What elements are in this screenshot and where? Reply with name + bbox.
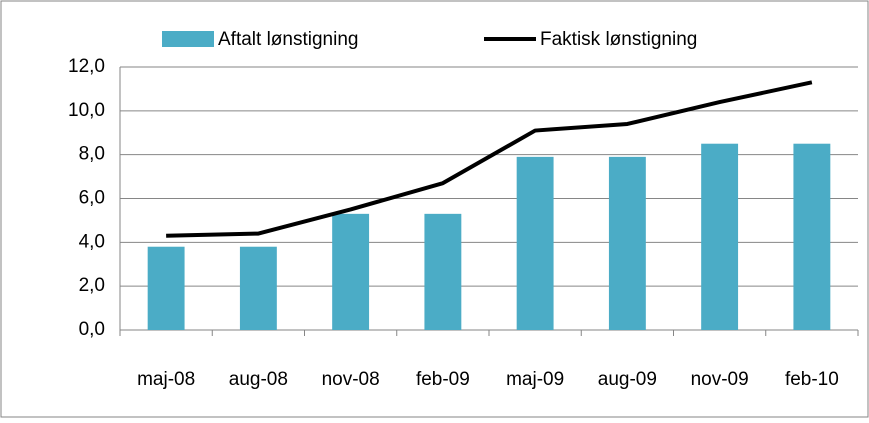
y-tick-label: 12,0 [68,56,105,77]
bar [424,213,462,330]
x-tick-label: maj-09 [506,369,564,390]
x-tick-label: aug-09 [598,369,657,390]
y-tick-label: 10,0 [68,100,105,121]
y-tick-label: 0,0 [79,319,105,340]
x-tick-label: nov-08 [322,369,380,390]
legend-label: Aftalt lønstigning [218,29,358,50]
x-tick-label: feb-10 [785,369,839,390]
bar [332,213,370,330]
line [166,80,813,238]
y-tick-label: 8,0 [79,144,105,165]
bar [239,246,277,330]
bar [147,246,185,330]
y-tick-label: 4,0 [79,231,105,252]
bar [516,156,554,330]
bar [701,143,739,330]
x-tick-label: aug-08 [229,369,288,390]
legend-swatch [162,31,214,47]
bar [608,156,646,330]
bar [793,143,831,330]
legend-label: Faktisk lønstigning [540,29,697,50]
y-tick-label: 2,0 [79,275,105,296]
x-tick-label: maj-08 [137,369,195,390]
x-tick-label: feb-09 [416,369,470,390]
x-tick-label: nov-09 [691,369,749,390]
y-tick-label: 6,0 [79,188,105,209]
